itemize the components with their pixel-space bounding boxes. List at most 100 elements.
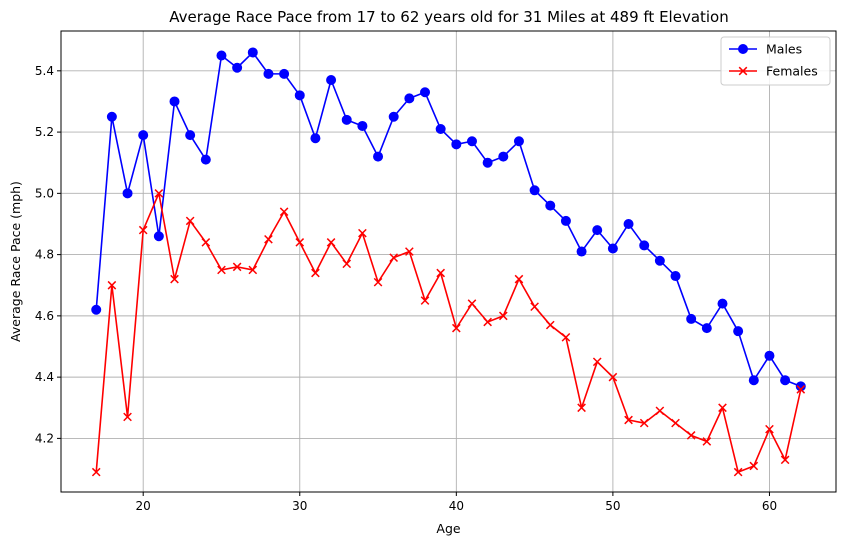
males-point — [623, 218, 634, 229]
males-point — [185, 130, 196, 141]
females-point — [780, 455, 790, 465]
series-layer — [91, 47, 806, 477]
females-point — [702, 437, 712, 446]
females-point — [592, 357, 602, 367]
males-point — [357, 120, 368, 131]
males-point — [232, 62, 243, 73]
x-tick-label: 50 — [605, 499, 620, 513]
females-line — [95, 192, 802, 473]
series-males — [91, 47, 806, 392]
x-axis-ticks: 20 30 40 50 60 — [136, 492, 777, 513]
males-point — [498, 151, 509, 162]
males-point — [513, 136, 524, 147]
females-point — [420, 296, 430, 305]
females-point — [248, 265, 258, 275]
x-tick-label: 30 — [292, 499, 307, 513]
y-tick-label: 5.4 — [35, 64, 54, 78]
males-point — [420, 87, 431, 98]
females-point — [718, 403, 727, 413]
x-tick-label: 20 — [136, 499, 151, 513]
legend: Males Females — [720, 36, 831, 86]
females-point — [608, 372, 618, 382]
females-point — [405, 247, 414, 256]
females-point — [765, 424, 774, 434]
females-point — [170, 274, 179, 284]
males-point — [435, 124, 446, 135]
males-point — [592, 225, 603, 236]
females-point — [295, 238, 305, 247]
males-point — [388, 111, 399, 122]
females-point — [686, 431, 696, 440]
females-point — [796, 385, 806, 394]
females-point — [107, 280, 117, 290]
males-point — [122, 188, 133, 199]
females-point — [671, 418, 680, 428]
males-point — [717, 298, 728, 309]
females-point — [279, 207, 289, 217]
females-point — [514, 274, 524, 284]
y-tick-label: 4.6 — [35, 309, 54, 323]
females-point — [326, 238, 336, 247]
x-tick-label: 40 — [449, 499, 464, 513]
males-point — [576, 246, 587, 257]
males-point — [670, 271, 681, 282]
legend-item-males: Males — [729, 42, 802, 57]
legend-item-females: Females — [729, 64, 818, 79]
females-point — [577, 403, 586, 413]
males-point — [733, 326, 744, 337]
males-point — [545, 200, 556, 211]
males-point — [91, 304, 102, 315]
y-axis-ticks: 4.2 4.4 4.6 4.8 5.0 5.2 5.4 — [35, 64, 61, 445]
males-point — [247, 47, 258, 58]
males-point — [373, 151, 384, 162]
males-point — [200, 154, 211, 165]
males-point — [153, 231, 164, 242]
males-point — [560, 215, 571, 226]
males-point — [639, 240, 650, 251]
x-tick-label: 60 — [762, 499, 777, 513]
females-point — [311, 268, 320, 278]
females-point — [749, 461, 759, 471]
y-tick-label: 4.2 — [35, 431, 54, 445]
males-point — [106, 111, 117, 122]
y-tick-label: 5.0 — [35, 186, 54, 200]
males-point — [341, 114, 352, 125]
males-point — [764, 350, 775, 361]
x-axis-label: Age — [436, 521, 460, 536]
males-point — [529, 185, 540, 196]
males-point — [607, 243, 618, 254]
females-point — [655, 406, 665, 416]
chart-title: Average Race Pace from 17 to 62 years ol… — [169, 8, 729, 26]
females-point — [373, 277, 383, 287]
females-point — [91, 467, 101, 477]
females-point — [138, 225, 148, 235]
males-point — [451, 139, 462, 150]
y-axis-label: Average Race Pace (mph) — [8, 181, 23, 342]
y-tick-label: 5.2 — [35, 125, 54, 139]
males-point — [404, 93, 415, 104]
legend-label-females: Females — [766, 64, 818, 79]
females-point — [451, 323, 461, 333]
series-females — [91, 189, 806, 477]
females-point — [483, 317, 492, 327]
females-point — [733, 467, 743, 477]
y-tick-label: 4.4 — [35, 370, 54, 384]
males-point — [279, 68, 290, 79]
males-point — [216, 50, 227, 61]
females-point — [561, 332, 571, 342]
females-point — [217, 265, 226, 275]
females-point — [624, 415, 633, 425]
females-point — [436, 268, 446, 278]
y-tick-label: 4.8 — [35, 248, 54, 262]
males-point — [294, 90, 305, 101]
legend-label-males: Males — [766, 42, 802, 57]
males-point — [326, 75, 337, 86]
females-point — [201, 238, 211, 247]
females-point — [530, 302, 539, 312]
males-line — [95, 51, 802, 388]
females-point — [545, 320, 555, 330]
males-point — [482, 157, 493, 168]
females-point — [358, 228, 367, 238]
